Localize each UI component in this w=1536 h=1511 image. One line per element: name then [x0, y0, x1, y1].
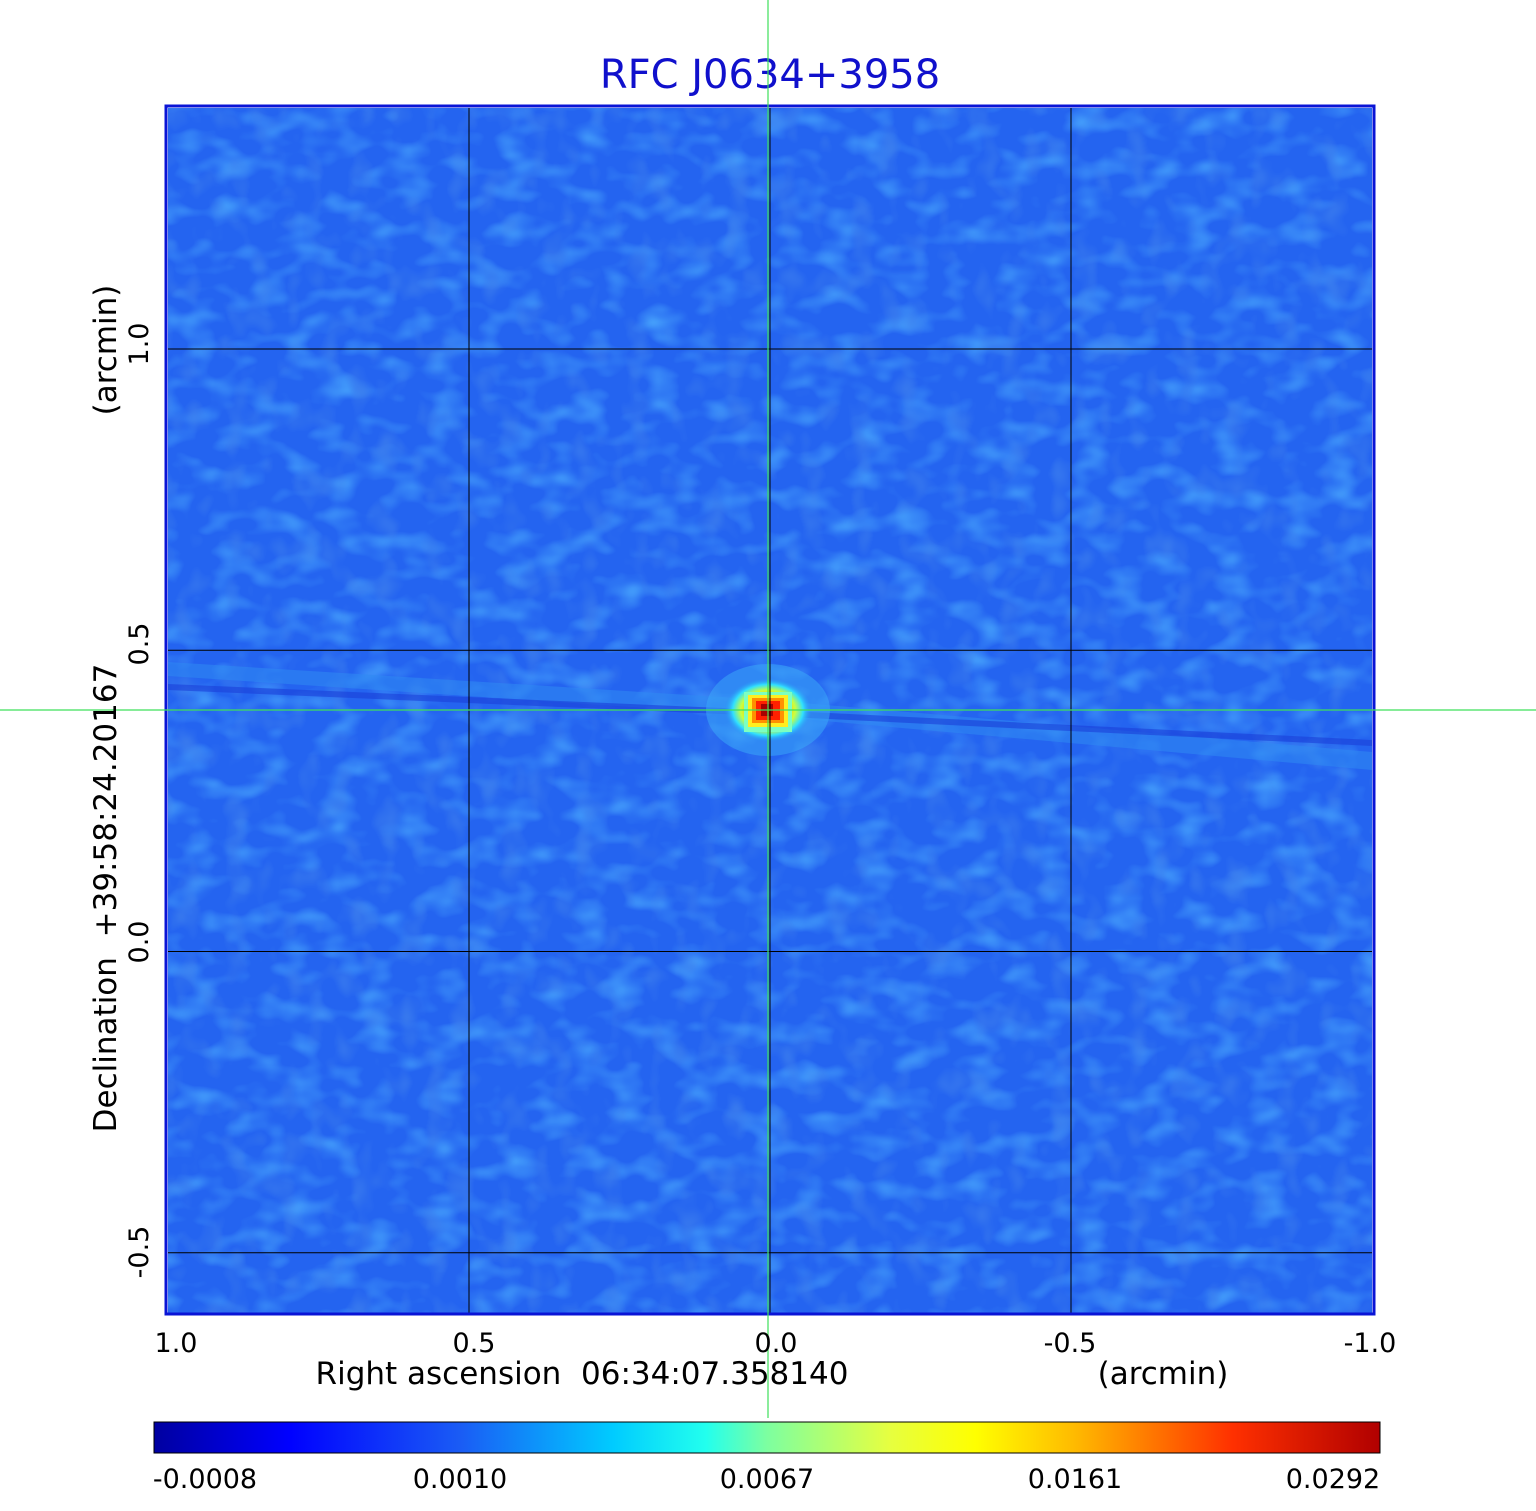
- y-tick-label: 0.0: [124, 921, 155, 964]
- x-axis-unit: (arcmin): [1098, 1356, 1229, 1392]
- colorbar-tick-label: 0.0010: [413, 1464, 507, 1495]
- y-tick-label: 0.5: [124, 623, 155, 666]
- y-axis-ticks: -0.5 0.0 0.5 1.0: [124, 323, 155, 1279]
- colorbar-tick-label: 0.0067: [720, 1464, 814, 1495]
- crosshair: [0, 0, 1536, 1418]
- colorbar-tick-label: 0.0161: [1028, 1464, 1122, 1495]
- colorbar-gradient: [153, 1421, 1381, 1454]
- y-axis-label: Declination +39:58:24.20167: [88, 664, 124, 1133]
- x-axis-ticks: 1.0 0.5 0.0 -0.5 -1.0: [155, 1328, 1397, 1359]
- colorbar-tick-label: 0.0292: [1286, 1464, 1380, 1495]
- x-tick-label: 0.5: [453, 1328, 496, 1359]
- y-tick-label: -0.5: [124, 1226, 155, 1279]
- colorbar: -0.0008 0.0010 0.0067 0.0161 0.0292: [153, 1421, 1381, 1495]
- x-axis-label: Right ascension 06:34:07.358140: [316, 1356, 849, 1392]
- x-tick-label: 1.0: [155, 1328, 198, 1359]
- x-tick-label: -1.0: [1344, 1328, 1397, 1359]
- y-tick-label: 1.0: [124, 323, 155, 366]
- x-tick-label: -0.5: [1044, 1328, 1097, 1359]
- colorbar-tick-label: -0.0008: [153, 1464, 257, 1495]
- chart-title: RFC J0634+3958: [600, 52, 940, 98]
- x-tick-label: 0.0: [755, 1328, 798, 1359]
- y-axis-unit: (arcmin): [88, 285, 124, 416]
